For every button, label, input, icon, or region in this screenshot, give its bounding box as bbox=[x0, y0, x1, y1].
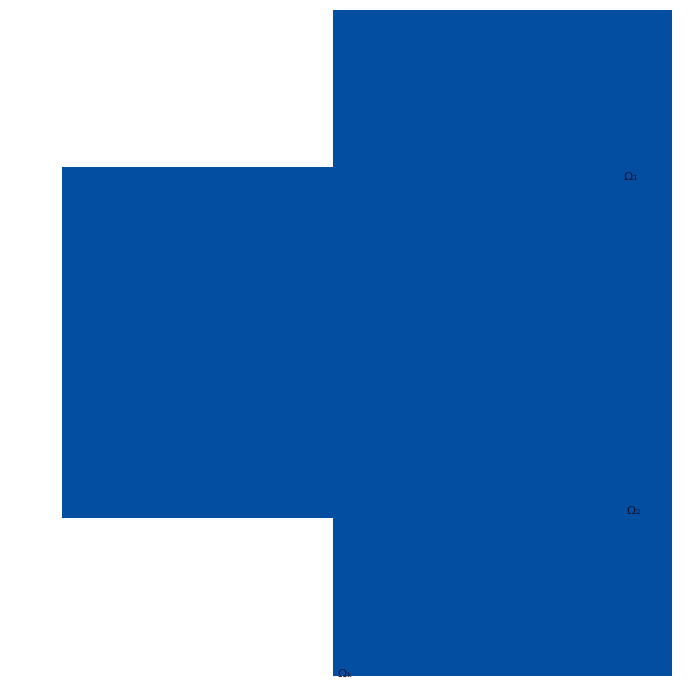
subdomain-rect-left bbox=[62, 167, 333, 518]
subdomain-rect-right bbox=[333, 10, 672, 676]
subdomain-label-omega-k: Ωₖ bbox=[338, 667, 352, 680]
subdomain-label-omega-1: Ω₁ bbox=[624, 170, 638, 183]
subdomain-label-omega-2: Ω₂ bbox=[627, 504, 641, 517]
